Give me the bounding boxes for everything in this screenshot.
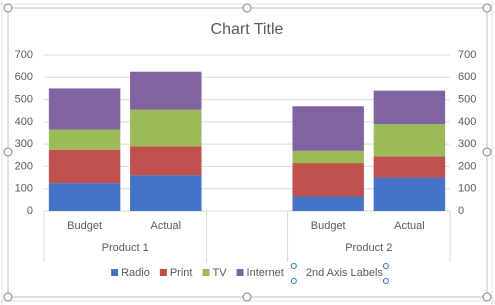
x-tick-label: Budget	[311, 220, 346, 232]
legend-swatch	[159, 269, 167, 276]
y-tick-label: 600	[15, 71, 33, 83]
y-tick-label: 400	[15, 116, 33, 128]
y2-tick-label: 100	[458, 183, 476, 195]
y-tick-label: 200	[15, 160, 33, 172]
y2-tick-label: 500	[458, 93, 476, 105]
legend-swatch	[202, 269, 210, 276]
resize-handle[interactable]	[3, 292, 13, 302]
selection-handle	[290, 278, 297, 284]
plot-area: 0 100 200 300 400 500 600 700 0 100 200 300 400 500 60…	[15, 49, 476, 262]
legend: Radio Print TV Internet 2nd Axis Labels	[111, 263, 389, 284]
bar-segment	[48, 129, 121, 150]
resize-handle[interactable]	[482, 292, 492, 302]
bar-segment	[373, 156, 446, 178]
bar-segment	[292, 150, 364, 164]
bar-segment	[292, 106, 364, 151]
bar-segment	[130, 146, 202, 176]
legend-label: Print	[170, 267, 193, 279]
y2-tick-label: 200	[458, 160, 476, 172]
bar-segment	[48, 149, 121, 184]
legend-swatch	[111, 269, 119, 276]
legend-label: Radio	[121, 267, 150, 279]
resize-handle[interactable]	[482, 147, 492, 157]
x-tick-label: Actual	[394, 220, 425, 232]
bar-segment	[373, 90, 446, 125]
bar-segment	[373, 177, 446, 211]
bar-segment	[130, 109, 202, 147]
legend-label: TV	[212, 267, 227, 279]
bar-segment	[292, 196, 364, 211]
resize-handle[interactable]	[242, 292, 252, 302]
resize-handle[interactable]	[3, 3, 13, 13]
y2-tick-label: 400	[458, 116, 476, 128]
bar-segment	[48, 183, 121, 211]
y-tick-label: 700	[15, 49, 33, 61]
legend-swatch	[236, 269, 244, 276]
y-tick-label: 100	[15, 183, 33, 195]
x-tick-label: Budget	[67, 220, 102, 232]
chart-title: Chart Title	[211, 21, 284, 38]
x-tick-label: Actual	[151, 220, 182, 232]
resize-handle[interactable]	[482, 3, 492, 13]
y2-tick-label: 700	[458, 49, 476, 61]
group-label: Product 2	[345, 242, 392, 254]
legend-label: 2nd Axis Labels	[306, 267, 384, 279]
y-tick-label: 0	[27, 205, 33, 217]
y-tick-label: 300	[15, 138, 33, 150]
selection-handles	[3, 3, 492, 302]
bar-segment	[130, 175, 202, 211]
bar-segment	[48, 88, 121, 130]
y2-tick-label: 600	[458, 71, 476, 83]
resize-handle[interactable]	[242, 3, 252, 13]
legend-label: Internet	[247, 267, 284, 279]
selection-handle	[382, 263, 389, 269]
group-label: Product 1	[102, 242, 149, 254]
bar-segment	[373, 124, 446, 157]
y-tick-label: 500	[15, 93, 33, 105]
y2-tick-label: 0	[458, 205, 464, 217]
bar-segment	[292, 163, 364, 197]
y2-tick-label: 300	[458, 138, 476, 150]
resize-handle[interactable]	[3, 147, 13, 157]
selection-handle	[290, 263, 297, 269]
bar-segment	[130, 71, 202, 110]
selection-handle	[382, 278, 389, 284]
